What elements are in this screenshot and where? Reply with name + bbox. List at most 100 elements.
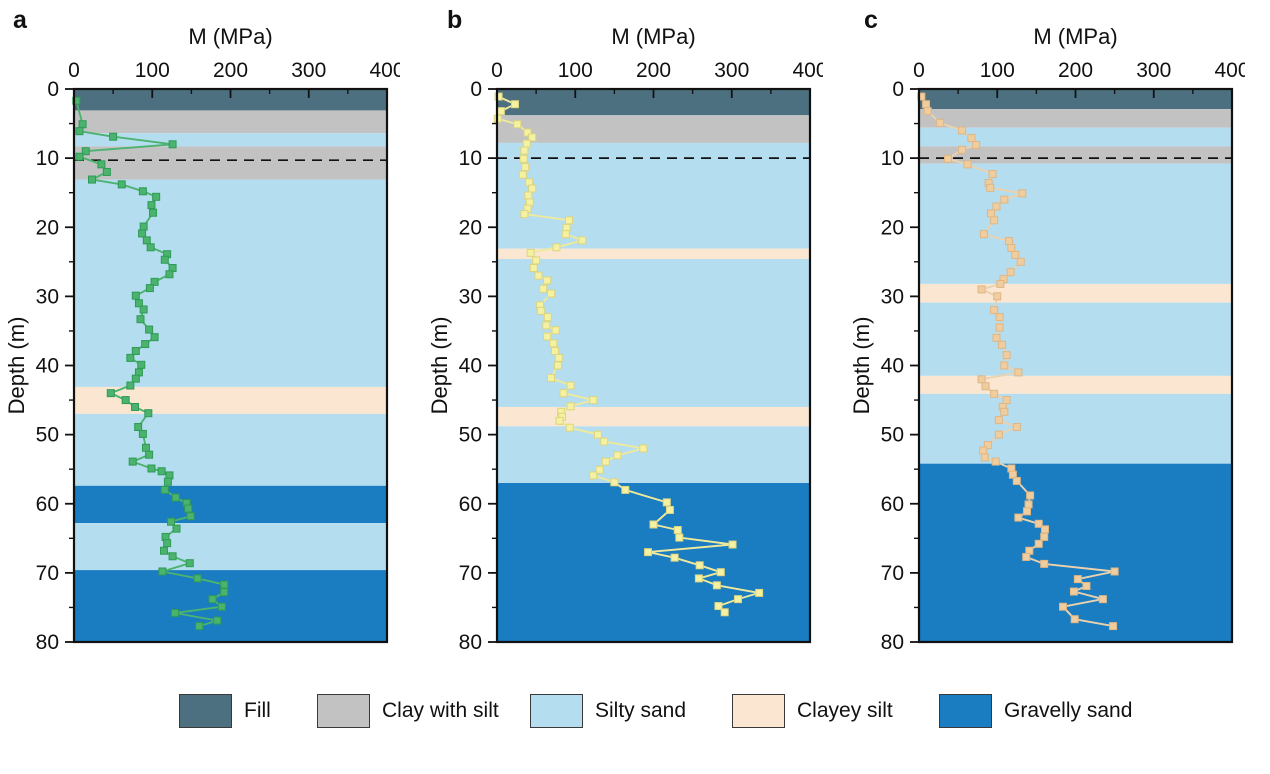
data-point-marker <box>126 353 135 362</box>
panel-c-chart: 0 100 200 300 400 0 10 20 30 40 50 60 70 80 M (MPa) Dep… <box>849 24 1245 654</box>
data-point-marker <box>649 520 658 529</box>
data-point-marker <box>128 457 137 466</box>
y-tick-label: 40 <box>36 355 59 378</box>
data-point-marker <box>543 332 552 341</box>
legend-item-clayey-silt: Clayey silt <box>732 693 893 729</box>
soil-layer-band-gravelly_sand <box>497 483 810 642</box>
data-point-marker <box>526 248 535 257</box>
data-point-marker <box>131 291 140 300</box>
y-tick-label: 70 <box>881 562 904 585</box>
soil-layer-band-silty_sand <box>497 426 810 484</box>
x-tick-label: 400 <box>792 59 823 82</box>
data-point-marker <box>639 444 648 453</box>
data-point-marker <box>1002 351 1011 360</box>
data-point-marker <box>1034 519 1043 528</box>
data-point-marker <box>121 396 130 405</box>
data-point-marker <box>1007 243 1016 252</box>
legend-label-clayey-silt: Clayey silt <box>797 699 893 722</box>
data-point-marker <box>564 216 573 225</box>
data-point-marker <box>979 446 988 455</box>
clay-with-silt-swatch <box>317 694 370 728</box>
data-point-marker <box>673 526 682 535</box>
data-point-marker <box>610 478 619 487</box>
data-point-marker <box>539 284 548 293</box>
data-point-marker <box>644 548 653 557</box>
data-point-marker <box>543 276 552 285</box>
data-point-marker <box>977 375 986 384</box>
data-point-marker <box>87 175 96 184</box>
data-point-marker <box>146 243 155 252</box>
data-point-marker <box>142 236 151 245</box>
data-point-marker <box>621 485 630 494</box>
data-point-marker <box>554 353 563 362</box>
data-point-marker <box>994 430 1003 439</box>
data-point-marker <box>720 608 729 617</box>
x-tick-label: 400 <box>369 59 400 82</box>
data-point-marker <box>145 450 154 459</box>
data-point-marker <box>589 396 598 405</box>
data-point-marker <box>1000 361 1009 370</box>
data-point-marker <box>595 465 604 474</box>
data-point-marker <box>141 443 150 452</box>
legend-item-clay-with-silt: Clay with silt <box>317 693 499 729</box>
data-point-marker <box>994 416 1003 425</box>
silty-sand-swatch <box>530 694 583 728</box>
data-point-marker <box>72 96 81 105</box>
data-point-marker <box>694 574 703 583</box>
data-point-marker <box>995 313 1004 322</box>
y-tick-label: 20 <box>881 216 904 239</box>
data-point-marker <box>936 118 945 127</box>
x-axis-title: M (MPa) <box>1033 24 1117 49</box>
y-tick-label: 70 <box>36 562 59 585</box>
data-point-marker <box>566 402 575 411</box>
data-point-marker <box>1014 368 1023 377</box>
data-point-marker <box>988 170 997 179</box>
data-point-marker <box>555 416 564 425</box>
data-point-marker <box>1000 195 1009 204</box>
data-point-marker <box>510 100 519 109</box>
data-point-marker <box>109 132 118 141</box>
data-point-marker <box>117 180 126 189</box>
data-point-marker <box>1110 567 1119 576</box>
data-point-marker <box>1018 189 1027 198</box>
data-point-marker <box>977 285 986 294</box>
data-point-marker <box>1000 407 1009 416</box>
y-tick-label: 30 <box>36 285 59 308</box>
data-point-marker <box>992 202 1001 211</box>
legend-label-fill: Fill <box>244 699 271 722</box>
x-tick-label: 300 <box>291 59 326 82</box>
data-point-marker <box>1082 582 1091 591</box>
y-tick-label: 10 <box>881 147 904 170</box>
y-tick-label: 60 <box>36 493 59 516</box>
data-point-marker <box>193 574 202 583</box>
data-point-marker <box>963 160 972 169</box>
y-tick-label: 60 <box>459 493 482 516</box>
data-point-marker <box>1006 268 1015 277</box>
data-point-marker <box>528 184 537 193</box>
data-point-marker <box>716 568 725 577</box>
data-point-marker <box>543 313 552 322</box>
soil-layer-band-clay_with_silt <box>74 110 387 134</box>
data-point-marker <box>1012 476 1021 485</box>
y-tick-label: 30 <box>459 285 482 308</box>
y-tick-label: 50 <box>459 424 482 447</box>
soil-layer-band-clay_with_silt <box>497 115 810 143</box>
panel-label-a: a <box>13 6 27 34</box>
y-tick-label: 0 <box>47 78 59 101</box>
data-point-marker <box>532 256 541 265</box>
soil-layer-band-silty_sand <box>74 133 387 147</box>
soil-layer-band-clay_with_silt <box>919 109 1232 128</box>
data-point-marker <box>139 305 148 314</box>
data-point-marker <box>981 382 990 391</box>
data-point-marker <box>755 588 764 597</box>
data-point-marker <box>536 306 545 315</box>
data-point-marker <box>208 595 217 604</box>
data-point-marker <box>601 457 610 466</box>
soil-layer-band-clay_with_silt <box>919 146 1232 164</box>
soil-layer-band-silty_sand <box>74 413 387 486</box>
data-point-marker <box>145 325 154 334</box>
y-tick-label: 0 <box>892 78 904 101</box>
data-point-marker <box>958 126 967 135</box>
data-point-marker <box>986 183 995 192</box>
data-point-marker <box>213 616 222 625</box>
